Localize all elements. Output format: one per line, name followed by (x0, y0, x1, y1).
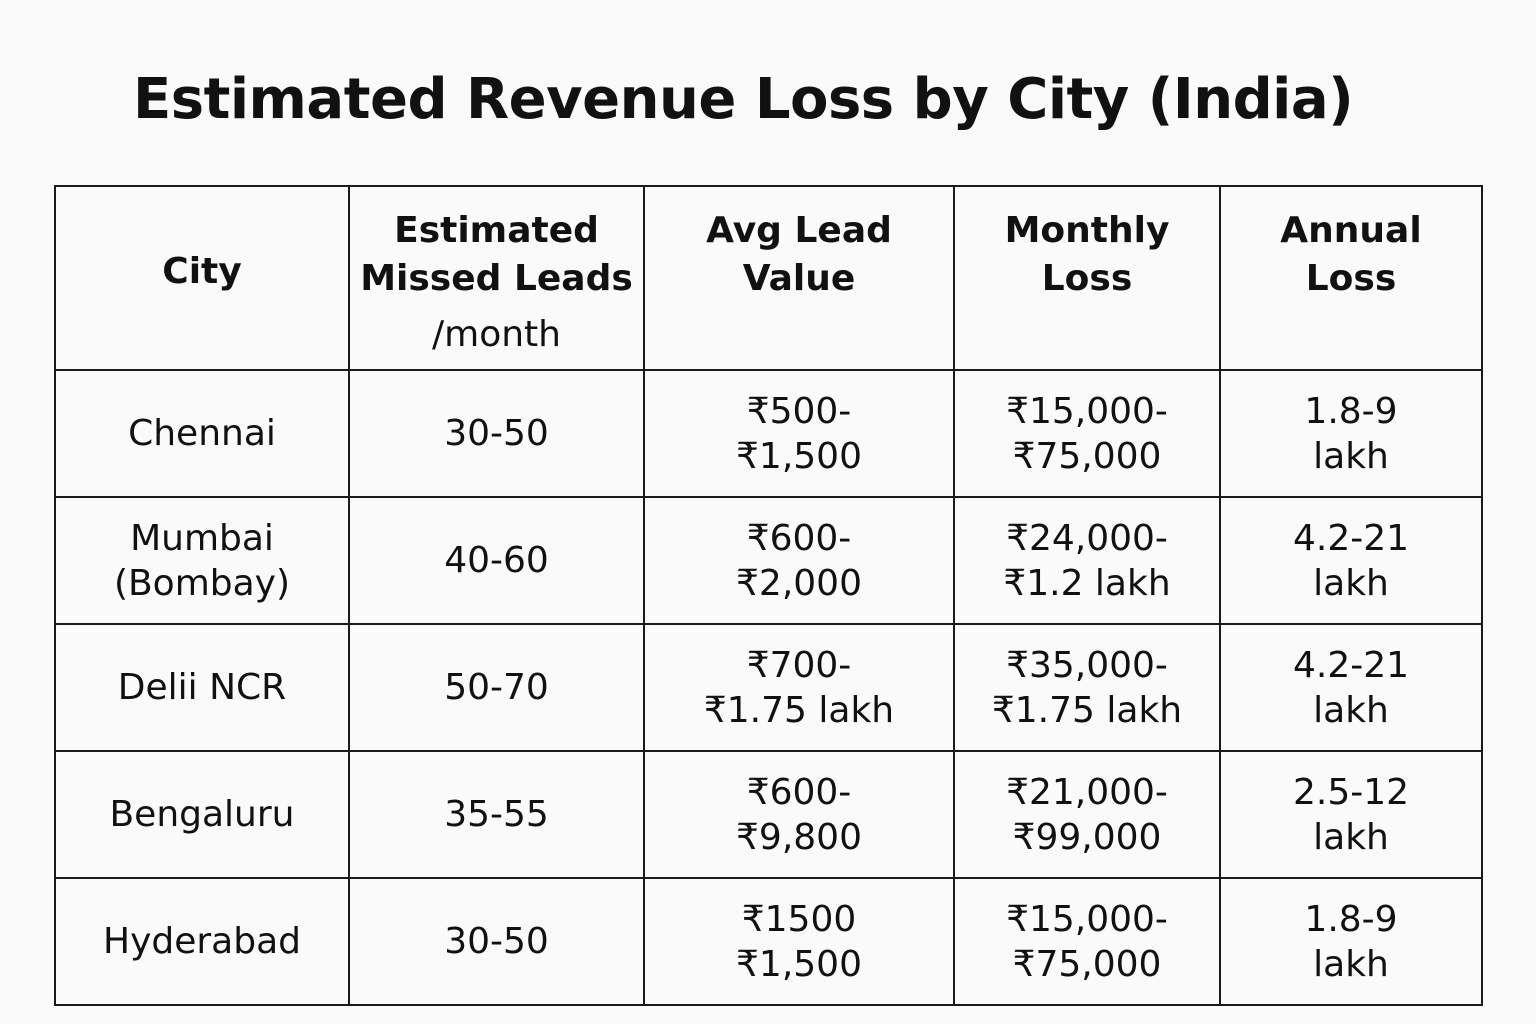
cell-avg-lead-value: ₹500- ₹1,500 (643, 369, 955, 498)
cell-line: ₹2,000 (736, 562, 862, 604)
table-header-row: City Estimated Missed Leads /month Avg L… (54, 185, 1483, 371)
cell-line: Hyderabad (103, 921, 301, 962)
cell-line: lakh (1313, 435, 1389, 477)
cell-line: ₹21,000- (1006, 771, 1168, 813)
cell-line: 30-50 (444, 921, 549, 962)
cell-line: Chennai (128, 413, 276, 454)
header-line: Estimated (394, 210, 599, 251)
cell-line: ₹1.2 lakh (1003, 562, 1171, 604)
cell-line: 35-55 (444, 794, 549, 835)
cell-avg-lead-value: ₹600- ₹2,000 (643, 496, 955, 625)
cell-line: ₹500- (746, 390, 852, 432)
cell-line: ₹1,500 (736, 943, 862, 985)
cell-line: ₹1.75 lakh (991, 689, 1183, 731)
cell-line: Mumbai (130, 517, 274, 559)
header-line: Loss (1305, 258, 1397, 299)
column-header-city: City (54, 185, 350, 371)
cell-line: ₹1500 (741, 898, 857, 940)
table-row: Delii NCR 50-70 ₹700- ₹1.75 lakh ₹35,000… (54, 623, 1483, 752)
cell-monthly-loss: ₹35,000- ₹1.75 lakh (953, 623, 1221, 752)
column-header-missed-leads: Estimated Missed Leads /month (348, 185, 645, 371)
cell-annual-loss: 2.5-12 lakh (1219, 750, 1483, 879)
cell-missed-leads: 30-50 (348, 877, 645, 1006)
page-title: Estimated Revenue Loss by City (India) (133, 67, 1354, 132)
header-line: Loss (1041, 258, 1133, 299)
column-header-avg-lead-value: Avg Lead Value (643, 185, 955, 371)
cell-annual-loss: 1.8-9 lakh (1219, 877, 1483, 1006)
cell-line: 1.8-9 (1304, 390, 1398, 432)
cell-city: Delii NCR (54, 623, 350, 752)
cell-line: lakh (1313, 943, 1389, 985)
header-line: Avg Lead (706, 210, 892, 251)
header-line: Annual (1280, 210, 1422, 251)
cell-missed-leads: 30-50 (348, 369, 645, 498)
cell-line: ₹1,500 (736, 435, 862, 477)
revenue-loss-table: City Estimated Missed Leads /month Avg L… (54, 185, 1483, 1006)
header-line: Monthly (1004, 210, 1170, 251)
cell-line: Bengaluru (109, 794, 295, 835)
cell-line: 30-50 (444, 413, 549, 454)
cell-missed-leads: 40-60 (348, 496, 645, 625)
cell-monthly-loss: ₹15,000- ₹75,000 (953, 877, 1221, 1006)
cell-line: Delii NCR (117, 667, 287, 708)
table-row: Bengaluru 35-55 ₹600- ₹9,800 ₹21,000- ₹9… (54, 750, 1483, 879)
cell-avg-lead-value: ₹1500 ₹1,500 (643, 877, 955, 1006)
cell-monthly-loss: ₹24,000- ₹1.2 lakh (953, 496, 1221, 625)
cell-line: ₹600- (746, 771, 852, 813)
table-row: Hyderabad 30-50 ₹1500 ₹1,500 ₹15,000- ₹7… (54, 877, 1483, 1006)
header-line: City (162, 251, 242, 292)
cell-line: ₹15,000- (1006, 898, 1168, 940)
cell-missed-leads: 35-55 (348, 750, 645, 879)
cell-line: ₹35,000- (1006, 644, 1168, 686)
cell-line: ₹15,000- (1006, 390, 1168, 432)
header-line: Missed Leads (360, 258, 633, 299)
cell-city: Hyderabad (54, 877, 350, 1006)
cell-line: 4.2-21 (1292, 644, 1410, 686)
cell-line: lakh (1313, 562, 1389, 604)
cell-line: 50-70 (444, 667, 549, 708)
cell-annual-loss: 1.8-9 lakh (1219, 369, 1483, 498)
cell-line: ₹24,000- (1006, 517, 1168, 559)
table-row: Mumbai (Bombay) 40-60 ₹600- ₹2,000 ₹24,0… (54, 496, 1483, 625)
cell-city: Mumbai (Bombay) (54, 496, 350, 625)
cell-line: ₹9,800 (736, 816, 862, 858)
cell-line: 2.5-12 (1292, 771, 1410, 813)
cell-line: ₹700- (746, 644, 852, 686)
cell-line: (Bombay) (113, 562, 291, 604)
cell-line: lakh (1313, 816, 1389, 858)
cell-line: ₹600- (746, 517, 852, 559)
cell-avg-lead-value: ₹700- ₹1.75 lakh (643, 623, 955, 752)
cell-missed-leads: 50-70 (348, 623, 645, 752)
cell-monthly-loss: ₹21,000- ₹99,000 (953, 750, 1221, 879)
column-header-annual-loss: Annual Loss (1219, 185, 1483, 371)
cell-line: ₹99,000 (1012, 816, 1162, 858)
cell-line: lakh (1313, 689, 1389, 731)
cell-annual-loss: 4.2-21 lakh (1219, 496, 1483, 625)
cell-avg-lead-value: ₹600- ₹9,800 (643, 750, 955, 879)
cell-city: Bengaluru (54, 750, 350, 879)
table-row: Chennai 30-50 ₹500- ₹1,500 ₹15,000- ₹75,… (54, 369, 1483, 498)
column-header-monthly-loss: Monthly Loss (953, 185, 1221, 371)
cell-line: 40-60 (444, 540, 549, 581)
cell-annual-loss: 4.2-21 lakh (1219, 623, 1483, 752)
cell-line: ₹1.75 lakh (703, 689, 895, 731)
cell-line: 1.8-9 (1304, 898, 1398, 940)
cell-line: ₹75,000 (1012, 435, 1162, 477)
header-line: /month (432, 314, 561, 355)
cell-line: 4.2-21 (1292, 517, 1410, 559)
cell-line: ₹75,000 (1012, 943, 1162, 985)
cell-city: Chennai (54, 369, 350, 498)
header-line: Value (742, 258, 856, 299)
cell-monthly-loss: ₹15,000- ₹75,000 (953, 369, 1221, 498)
